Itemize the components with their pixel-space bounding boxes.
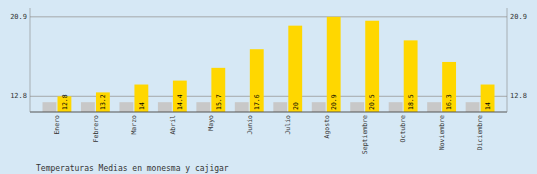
- data-label: 14: [138, 102, 146, 110]
- data-label: 20.9: [330, 94, 338, 110]
- bar: [427, 102, 441, 112]
- x-tick-label: Mayo: [207, 115, 215, 131]
- bar: [350, 102, 364, 112]
- y-axis-line: [30, 8, 31, 112]
- data-label: 14.4: [176, 94, 184, 110]
- chart-container: 12.8 13.2 14 14.4 15.7 17.6 20 20.9 20.5 18.5 16.3…: [0, 0, 537, 174]
- chart: 12.8 13.2 14 14.4 15.7 17.6 20 20.9 20.5 18.5 16.3…: [0, 0, 537, 174]
- x-tick-label: Diciembre: [476, 115, 484, 150]
- data-label: 14: [484, 102, 492, 110]
- bar: [134, 85, 148, 112]
- background: [0, 0, 537, 174]
- bar: [365, 21, 379, 112]
- y2-tick-label: 20.9: [510, 13, 527, 21]
- data-label: 18.5: [407, 94, 415, 110]
- y-tick-label: 20.9: [10, 13, 27, 21]
- title: Temperaturas Medias en monesma y cajigar: [36, 164, 229, 173]
- x-tick-label: Junio: [246, 115, 254, 135]
- data-label: 17.6: [253, 94, 261, 110]
- bar: [481, 85, 495, 112]
- bar: [81, 102, 95, 112]
- y2-axis-line: [507, 8, 508, 112]
- bar: [196, 102, 210, 112]
- data-label: 13.2: [99, 94, 107, 110]
- x-tick-label: Octubre: [399, 115, 407, 142]
- bar: [96, 92, 110, 112]
- data-label: 16.3: [445, 94, 453, 110]
- x-tick-label: Enero: [53, 115, 61, 135]
- bar: [404, 40, 418, 112]
- bar: [158, 102, 172, 112]
- bars: [43, 17, 495, 112]
- x-tick-label: Abril: [169, 115, 177, 135]
- x-axis-line: [30, 111, 507, 112]
- x-tick-label: Marzo: [130, 115, 138, 135]
- data-label: 12.8: [61, 94, 69, 110]
- y-tick-label: 12.8: [10, 92, 27, 100]
- bar: [235, 102, 249, 112]
- grid-line: [30, 16, 507, 17]
- bar: [211, 68, 225, 112]
- bar: [119, 102, 133, 112]
- x-tick-label: Noviembre: [438, 115, 446, 150]
- data-label: 15.7: [215, 94, 223, 110]
- bar: [312, 102, 326, 112]
- bar: [466, 102, 480, 112]
- bar: [250, 49, 264, 112]
- data-label: 20: [292, 102, 300, 110]
- y2-tick-label: 12.8: [510, 92, 527, 100]
- data-label: 20.5: [368, 94, 376, 110]
- data-labels: 12.8 13.2 14 14.4 15.7 17.6 20 20.9 20.5 18.5 16.3…: [61, 94, 492, 110]
- x-tick-label: Agosto: [323, 115, 331, 139]
- grid: [30, 17, 507, 96]
- x-tick-label: Febrero: [92, 115, 100, 142]
- bar: [273, 102, 287, 112]
- bar: [389, 102, 403, 112]
- bar: [442, 62, 456, 112]
- bar: [327, 17, 341, 112]
- bar: [173, 81, 187, 112]
- axes: 12.8 20.9 12.8 20.9 Enero Febrero Marzo Abril Ma…: [10, 8, 527, 154]
- bar: [288, 26, 302, 112]
- bar: [43, 102, 57, 112]
- x-tick-label: Septiembre: [361, 115, 369, 154]
- x-tick-label: Julio: [284, 115, 292, 135]
